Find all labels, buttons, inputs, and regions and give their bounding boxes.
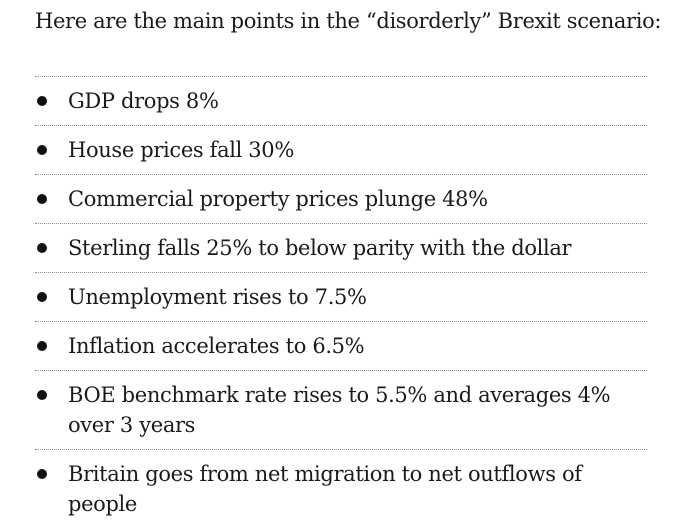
list-item: Commercial property prices plunge 48% (35, 175, 647, 224)
bullet-icon (37, 145, 47, 155)
list-item-text: Commercial property prices plunge 48% (68, 187, 488, 211)
list-item-text: GDP drops 8% (68, 89, 219, 113)
bullet-icon (37, 341, 47, 351)
list-item-text: Britain goes from net migration to net o… (68, 462, 582, 516)
bullet-icon (37, 96, 47, 106)
bullet-icon (37, 390, 47, 400)
list-item: Sterling falls 25% to below parity with … (35, 224, 647, 273)
intro-paragraph: Here are the main points in the “disorde… (35, 9, 662, 33)
bullet-icon (37, 469, 47, 479)
bullet-icon (37, 292, 47, 302)
list-item: Unemployment rises to 7.5% (35, 273, 647, 322)
list-item-text: BOE benchmark rate rises to 5.5% and ave… (68, 383, 611, 437)
list-item: Britain goes from net migration to net o… (35, 450, 647, 528)
list-item-text: House prices fall 30% (68, 138, 294, 162)
list-item-text: Unemployment rises to 7.5% (68, 285, 367, 309)
list-item-text: Inflation accelerates to 6.5% (68, 334, 365, 358)
list-item: BOE benchmark rate rises to 5.5% and ave… (35, 371, 647, 450)
list-item: House prices fall 30% (35, 126, 647, 175)
bullet-icon (37, 243, 47, 253)
list-item-text: Sterling falls 25% to below parity with … (68, 236, 572, 260)
list-item: Inflation accelerates to 6.5% (35, 322, 647, 371)
scenario-points-list: GDP drops 8% House prices fall 30% Comme… (35, 76, 647, 528)
list-item: GDP drops 8% (35, 77, 647, 126)
bullet-icon (37, 194, 47, 204)
